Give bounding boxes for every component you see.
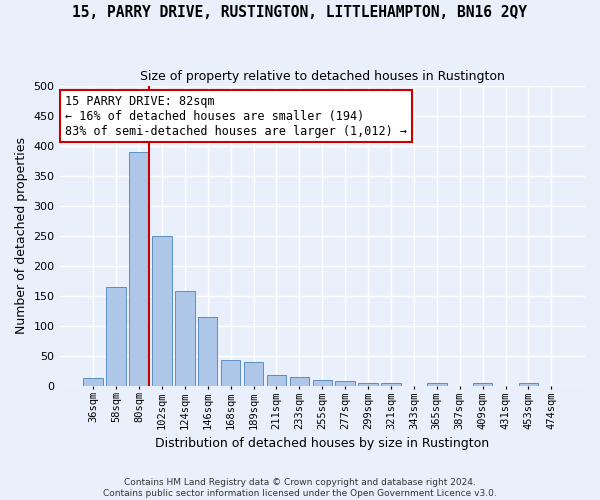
Bar <box>381 382 401 386</box>
X-axis label: Distribution of detached houses by size in Rustington: Distribution of detached houses by size … <box>155 437 490 450</box>
Bar <box>290 376 309 386</box>
Bar <box>427 382 446 386</box>
Title: Size of property relative to detached houses in Rustington: Size of property relative to detached ho… <box>140 70 505 83</box>
Text: 15, PARRY DRIVE, RUSTINGTON, LITTLEHAMPTON, BN16 2QY: 15, PARRY DRIVE, RUSTINGTON, LITTLEHAMPT… <box>73 5 527 20</box>
Y-axis label: Number of detached properties: Number of detached properties <box>15 137 28 334</box>
Bar <box>313 380 332 386</box>
Bar <box>129 152 149 386</box>
Bar <box>83 378 103 386</box>
Bar <box>152 236 172 386</box>
Bar <box>221 360 241 386</box>
Bar <box>198 316 217 386</box>
Bar <box>267 375 286 386</box>
Bar <box>244 362 263 386</box>
Bar <box>335 382 355 386</box>
Bar <box>358 382 378 386</box>
Bar <box>106 286 126 386</box>
Bar <box>175 292 194 386</box>
Bar <box>519 382 538 386</box>
Text: Contains HM Land Registry data © Crown copyright and database right 2024.
Contai: Contains HM Land Registry data © Crown c… <box>103 478 497 498</box>
Bar <box>473 382 493 386</box>
Text: 15 PARRY DRIVE: 82sqm
← 16% of detached houses are smaller (194)
83% of semi-det: 15 PARRY DRIVE: 82sqm ← 16% of detached … <box>65 94 407 138</box>
